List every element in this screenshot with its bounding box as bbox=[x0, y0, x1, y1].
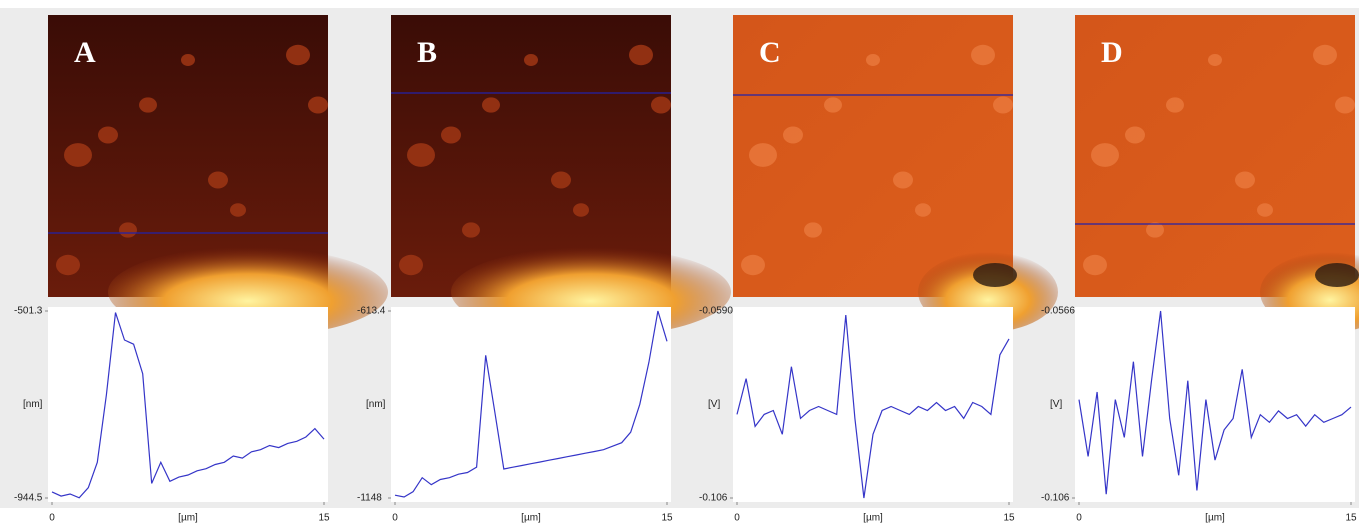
plot-area bbox=[48, 307, 328, 502]
plot-area bbox=[391, 307, 671, 502]
y-axis-label: [V] bbox=[708, 399, 720, 410]
x-tick-label: 15 bbox=[318, 513, 330, 524]
y-tick-label: -0.0590 bbox=[699, 306, 733, 317]
x-axis-label: [µm] bbox=[178, 513, 198, 524]
afm-feature bbox=[139, 97, 157, 112]
afm-feature bbox=[741, 255, 765, 275]
y-tick-label: -0.106 bbox=[1041, 493, 1070, 504]
x-tick-label: 0 bbox=[392, 513, 398, 524]
afm-shadow bbox=[973, 263, 1017, 287]
x-tick-label: 15 bbox=[661, 513, 673, 524]
x-axis-label: [µm] bbox=[863, 513, 883, 524]
afm-feature bbox=[441, 127, 461, 144]
afm-feature bbox=[866, 54, 880, 66]
y-tick-label: -1148 bbox=[357, 493, 382, 504]
afm-feature bbox=[1166, 97, 1184, 112]
afm-feature bbox=[1125, 127, 1145, 144]
afm-feature bbox=[462, 222, 480, 237]
afm-feature bbox=[1313, 45, 1337, 65]
afm-feature bbox=[893, 172, 913, 189]
y-axis-label: [nm] bbox=[366, 399, 386, 410]
y-tick-label: -613.4 bbox=[357, 306, 386, 317]
afm-feature bbox=[824, 97, 842, 112]
x-tick-label: 0 bbox=[49, 513, 55, 524]
afm-feature bbox=[804, 222, 822, 237]
afm-feature bbox=[308, 97, 328, 114]
y-axis-label: [nm] bbox=[23, 399, 43, 410]
y-tick-label: -501.3 bbox=[14, 306, 43, 317]
afm-feature bbox=[783, 127, 803, 144]
x-axis-label: [µm] bbox=[1205, 513, 1225, 524]
afm-feature bbox=[208, 172, 228, 189]
afm-feature bbox=[56, 255, 80, 275]
afm-shadow bbox=[1315, 263, 1359, 287]
afm-feature bbox=[629, 45, 653, 65]
afm-feature bbox=[915, 203, 931, 217]
figure: A -944.5 -501.3 0 15 [nm] [µm] B -1148 -613.4 0 15 [… bbox=[0, 0, 1359, 525]
afm-feature bbox=[119, 222, 137, 237]
x-tick-label: 0 bbox=[734, 513, 740, 524]
afm-feature bbox=[651, 97, 671, 114]
y-tick-label: -944.5 bbox=[14, 493, 43, 504]
afm-feature bbox=[1091, 143, 1119, 167]
panel-letter: B bbox=[417, 36, 437, 69]
afm-feature bbox=[1335, 97, 1355, 114]
panel-letter: C bbox=[759, 36, 781, 69]
afm-feature bbox=[1083, 255, 1107, 275]
afm-feature bbox=[98, 127, 118, 144]
afm-feature bbox=[64, 143, 92, 167]
y-tick-label: -0.106 bbox=[699, 493, 728, 504]
x-axis-label: [µm] bbox=[521, 513, 541, 524]
afm-feature bbox=[749, 143, 777, 167]
afm-feature bbox=[181, 54, 195, 66]
afm-feature bbox=[551, 172, 571, 189]
afm-feature bbox=[1146, 222, 1164, 237]
y-axis-label: [V] bbox=[1050, 399, 1062, 410]
x-tick-label: 15 bbox=[1345, 513, 1357, 524]
afm-feature bbox=[482, 97, 500, 112]
afm-feature bbox=[993, 97, 1013, 114]
panel-letter: A bbox=[74, 36, 96, 69]
afm-feature bbox=[286, 45, 310, 65]
panel-letter: D bbox=[1101, 36, 1123, 69]
afm-feature bbox=[971, 45, 995, 65]
afm-feature bbox=[230, 203, 246, 217]
afm-feature bbox=[1257, 203, 1273, 217]
x-tick-label: 15 bbox=[1003, 513, 1015, 524]
afm-feature bbox=[1208, 54, 1222, 66]
y-tick-label: -0.0566 bbox=[1041, 306, 1075, 317]
afm-feature bbox=[399, 255, 423, 275]
afm-feature bbox=[407, 143, 435, 167]
afm-feature bbox=[1235, 172, 1255, 189]
x-tick-label: 0 bbox=[1076, 513, 1082, 524]
afm-feature bbox=[524, 54, 538, 66]
afm-feature bbox=[573, 203, 589, 217]
